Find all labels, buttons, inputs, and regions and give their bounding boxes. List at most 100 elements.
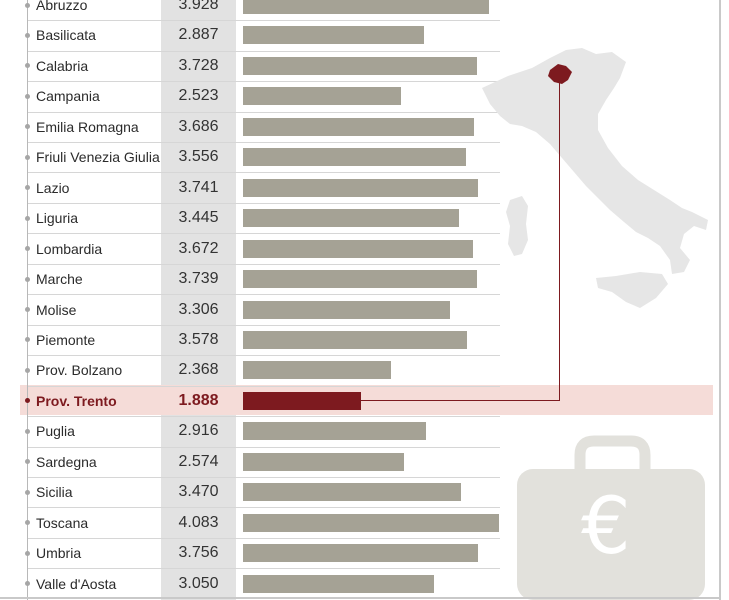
row-separator	[28, 447, 500, 448]
category-label: Liguria	[36, 210, 79, 226]
bar	[243, 240, 473, 258]
category-label: Umbria	[36, 545, 82, 561]
category-label: Prov. Trento	[36, 393, 117, 409]
bar	[243, 514, 499, 532]
value-column-background	[161, 0, 236, 600]
row-separator	[28, 386, 500, 387]
category-label: Molise	[36, 302, 77, 318]
row-bullet	[25, 185, 30, 190]
italy-mainland	[482, 48, 708, 274]
value-label: 3.306	[178, 301, 219, 318]
euro-icon: €	[581, 482, 631, 572]
row-bullet	[25, 277, 30, 282]
row-rail	[27, 0, 28, 600]
bar	[243, 179, 478, 197]
value-label: 2.523	[178, 87, 219, 104]
row-separator	[28, 568, 500, 569]
bar	[243, 87, 401, 105]
bar	[243, 270, 477, 288]
bar	[243, 118, 474, 136]
category-label: Marche	[36, 271, 83, 287]
bar	[243, 301, 450, 319]
row-bullet	[25, 33, 30, 38]
bar	[243, 361, 391, 379]
bar	[243, 453, 404, 471]
row-separator	[28, 81, 500, 82]
bar	[243, 544, 478, 562]
bar	[243, 483, 461, 501]
category-label: Calabria	[36, 58, 89, 74]
row-bullet	[25, 520, 30, 525]
value-label: 2.574	[178, 453, 219, 470]
row-bullet	[25, 398, 30, 403]
bar	[243, 422, 426, 440]
row-bullet	[25, 368, 30, 373]
bar	[243, 575, 434, 593]
row-bullet	[25, 337, 30, 342]
row-bullet	[25, 124, 30, 129]
category-label: Lombardia	[36, 241, 103, 257]
category-label: Sicilia	[36, 484, 73, 500]
sicily	[596, 272, 668, 308]
category-label: Valle d'Aosta	[36, 576, 117, 592]
trentino-region	[548, 64, 572, 84]
row-separator	[28, 294, 500, 295]
briefcase-handle	[574, 435, 651, 477]
value-label: 2.368	[178, 361, 219, 378]
value-label: 3.445	[178, 209, 219, 226]
bottom-border	[0, 597, 721, 599]
row-separator	[28, 416, 500, 417]
briefcase-euro-icon: €	[517, 435, 705, 600]
value-label: 2.916	[178, 422, 219, 439]
value-label: 3.741	[178, 179, 219, 196]
leader-line-vertical	[559, 72, 560, 401]
row-bullet	[25, 490, 30, 495]
category-label: Emilia Romagna	[36, 119, 139, 135]
value-label: 3.928	[178, 0, 219, 13]
category-label: Campania	[36, 88, 100, 104]
row-separator	[28, 51, 500, 52]
row-separator	[28, 203, 500, 204]
value-label: 3.578	[178, 331, 219, 348]
row-bullet	[25, 459, 30, 464]
right-border	[719, 0, 721, 600]
value-label: 3.556	[178, 148, 219, 165]
row-separator	[28, 142, 500, 143]
category-label: Prov. Bolzano	[36, 362, 123, 378]
value-label: 3.686	[178, 118, 219, 135]
bar	[243, 392, 361, 410]
row-separator	[28, 172, 500, 173]
value-label: 2.887	[178, 26, 219, 43]
row-separator	[28, 477, 500, 478]
row-bullet	[25, 246, 30, 251]
row-bullet	[25, 307, 30, 312]
bar	[243, 57, 477, 75]
value-label: 3.728	[178, 57, 219, 74]
category-label: Basilicata	[36, 27, 96, 43]
category-label: Piemonte	[36, 332, 96, 348]
category-label: Abruzzo	[36, 0, 88, 13]
value-label: 4.083	[178, 514, 219, 531]
category-label: Puglia	[36, 423, 75, 439]
row-bullet	[25, 94, 30, 99]
category-label: Toscana	[36, 515, 89, 531]
briefcase-body	[517, 469, 705, 600]
value-label: 3.756	[178, 544, 219, 561]
row-separator	[28, 507, 500, 508]
row-separator	[28, 233, 500, 234]
category-label: Friuli Venezia Giulia	[36, 149, 160, 165]
bar	[243, 148, 466, 166]
italy-map	[482, 48, 708, 308]
row-separator	[28, 538, 500, 539]
bar	[243, 0, 489, 14]
row-bullet	[25, 63, 30, 68]
row-bullet	[25, 216, 30, 221]
leader-line-horizontal	[360, 400, 560, 401]
row-bullet	[25, 155, 30, 160]
row-separator	[28, 20, 500, 21]
value-label: 3.470	[178, 483, 219, 500]
bar	[243, 331, 467, 349]
value-label: 3.050	[178, 575, 219, 592]
value-label: 3.739	[178, 270, 219, 287]
row-bullet	[25, 429, 30, 434]
